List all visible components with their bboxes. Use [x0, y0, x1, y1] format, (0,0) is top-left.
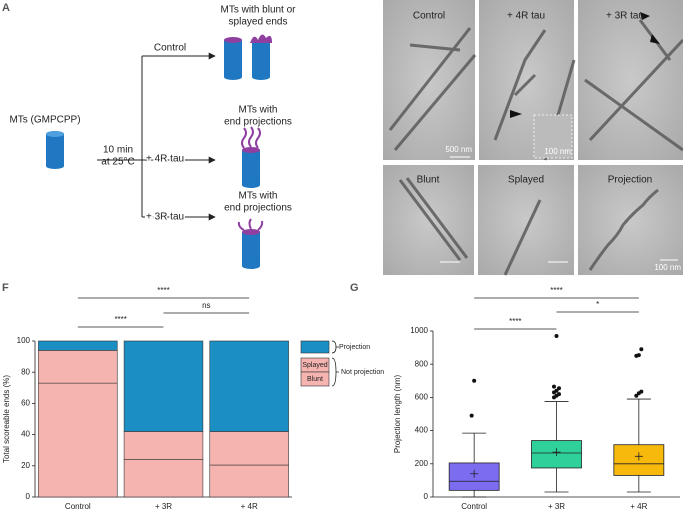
micrograph [578, 165, 683, 275]
x-tick-label: + 4R [630, 502, 647, 511]
outcome-label: end projections [224, 203, 292, 214]
scale-label: 100 nm [654, 263, 681, 272]
bar-segment [38, 350, 118, 384]
comparison-label: **** [157, 286, 169, 295]
outlier [469, 413, 474, 418]
scale-label: 100 nm [544, 147, 571, 156]
y-tick-label: 1000 [410, 326, 428, 335]
micrograph-title: Projection [608, 175, 652, 186]
outlier [639, 389, 644, 394]
x-tick-label: Control [461, 502, 487, 511]
bar-segment [38, 340, 118, 351]
comparison-label: **** [550, 286, 562, 295]
x-tick-label: Control [65, 502, 91, 511]
legend-brace [331, 357, 339, 387]
micrograph-title: + 3R tau [606, 11, 644, 22]
legend-swatch [300, 371, 330, 387]
comparison-label: **** [114, 315, 126, 324]
y-tick-label: 200 [415, 459, 429, 468]
y-tick-label: 80 [21, 367, 30, 376]
outcome-label: MTs with blunt or [220, 5, 296, 16]
panel-label: G [350, 282, 359, 294]
outlier [636, 353, 641, 358]
scale-label: 500 nm [445, 145, 472, 154]
condition-label: Control [154, 43, 186, 54]
outlier [634, 393, 639, 398]
x-tick-label: + 3R [155, 502, 172, 511]
y-axis-label: Projection length (nm) [393, 375, 402, 454]
start-label: MTs (GMPCPP) [9, 115, 80, 126]
outlier [557, 392, 561, 397]
y-tick-label: 60 [21, 399, 30, 408]
bar-segment [123, 340, 204, 432]
outcome-label: MTs with [239, 191, 278, 202]
x-tick-label: + 4R [241, 502, 258, 511]
mean-marker [470, 469, 479, 478]
micrograph-title: Blunt [417, 175, 440, 186]
y-tick-label: 40 [21, 430, 30, 439]
y-tick-label: 800 [415, 359, 429, 368]
legend-brace [331, 340, 340, 354]
outlier [557, 386, 561, 391]
x-tick-label: + 3R [548, 502, 565, 511]
legend-label: Splayed [302, 362, 327, 369]
y-tick-label: 0 [26, 492, 31, 501]
y-tick-label: 20 [21, 461, 30, 470]
schematic: MTs (GMPCPP) 10 min at 25°C Control + 4R… [9, 5, 296, 269]
outlier [554, 388, 559, 393]
legend-swatch [300, 340, 330, 354]
outcome-label: end projections [224, 117, 292, 128]
outlier [552, 384, 556, 389]
y-tick-label: 600 [415, 393, 429, 402]
bar-segment [209, 340, 289, 432]
step-label: at 25°C [101, 157, 134, 168]
bar-segment [123, 459, 204, 498]
outcome-label: MTs with [239, 105, 278, 116]
step-label: 10 min [103, 145, 133, 156]
outlier [639, 347, 644, 352]
outcome-label: splayed ends [229, 17, 288, 28]
legend-label: Blunt [307, 376, 323, 383]
condition-label: + 4R tau [146, 154, 184, 165]
micrographs: Control + 4R tau + 3R tau Blunt Splayed … [383, 0, 683, 276]
bar-segment [123, 431, 204, 460]
y-tick-label: 400 [415, 426, 429, 435]
micrograph-title: + 4R tau [507, 11, 545, 22]
comparison-label: **** [509, 317, 521, 326]
outlier [554, 333, 559, 338]
legend-group-label: Not projection [341, 369, 384, 376]
micrograph-title: Control [413, 11, 445, 22]
bar-segment [209, 431, 289, 466]
panel-label: A [2, 2, 10, 14]
bar-segment [38, 382, 118, 498]
mean-marker [552, 448, 561, 457]
condition-label: + 3R tau [146, 212, 184, 223]
outlier [472, 378, 477, 383]
legend-label: Projection [339, 344, 370, 351]
y-tick-label: 100 [17, 336, 31, 345]
comparison-label: ns [202, 301, 210, 310]
bar-segment [209, 464, 289, 498]
y-tick-label: 0 [424, 492, 429, 501]
y-axis-label: Total scoreable ends (%) [2, 375, 11, 463]
comparison-label: * [596, 300, 599, 309]
mean-marker [634, 452, 643, 461]
micrograph [478, 165, 574, 275]
micrograph-title: Splayed [508, 175, 544, 186]
panel-label: F [2, 282, 9, 294]
